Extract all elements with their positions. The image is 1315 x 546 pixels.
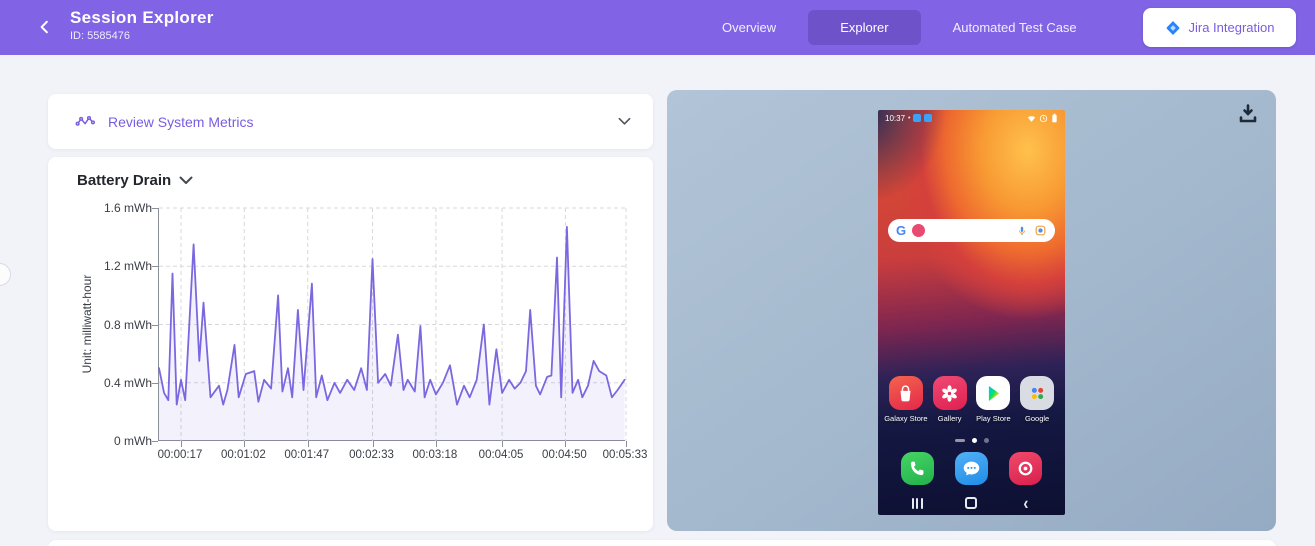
app-label: Gallery: [937, 414, 962, 423]
app-header: Session Explorer ID: 5585476 Overview Ex…: [0, 0, 1315, 55]
x-tick-mark: [307, 441, 309, 447]
page-dash-icon: [954, 439, 965, 442]
tab-automated-test-case[interactable]: Automated Test Case: [952, 20, 1077, 35]
jira-icon: [1166, 20, 1179, 35]
battery-chart-svg: [158, 207, 627, 441]
x-tick-label: 00:01:02: [220, 449, 266, 461]
next-section-card: [48, 540, 1276, 546]
x-tick-label: 00:03:18: [412, 449, 458, 461]
recents-button[interactable]: [905, 491, 929, 515]
dock-phone-icon[interactable]: [900, 452, 934, 485]
dock-row: [890, 452, 1053, 485]
battery-icon: [1052, 113, 1057, 123]
tab-overview[interactable]: Overview: [722, 20, 777, 35]
x-tick-label: 00:05:33: [602, 449, 648, 461]
status-notification-icon: •: [908, 114, 911, 122]
pulse-line-icon: [75, 115, 95, 126]
title-block: Session Explorer ID: 5585476: [70, 8, 214, 42]
galaxy-store-icon: [888, 376, 923, 410]
play-store-icon: [976, 376, 1011, 410]
message-notification-icon: [924, 114, 933, 122]
y-tick-label: 0.8 mWh: [103, 317, 152, 332]
x-tick-label: 00:01:47: [284, 449, 330, 461]
app-label: Google: [1025, 414, 1050, 423]
battery-drain-card: Battery Drain Unit: milliwatt-hour 0 mWh…: [48, 157, 653, 531]
x-tick-label: 00:02:33: [349, 449, 394, 461]
page-dot: [983, 438, 989, 443]
jira-integration-button[interactable]: Jira Integration: [1143, 8, 1296, 47]
app-gallery[interactable]: Gallery: [929, 376, 971, 423]
header-nav: Overview Explorer Automated Test Case: [690, 0, 1109, 55]
chevron-down-icon: [179, 176, 193, 184]
gallery-icon: [932, 376, 967, 410]
device-screen-panel: 10:37 • G Galaxy Store Gallery Play Store G…: [667, 90, 1276, 531]
alarm-icon: [1039, 114, 1048, 122]
y-tick-mark: [152, 324, 158, 326]
app-galaxy-store[interactable]: Galaxy Store: [884, 376, 928, 423]
download-icon: [1239, 104, 1257, 123]
y-tick-label: 0 mWh: [113, 434, 152, 448]
dock-camera-icon[interactable]: [1009, 452, 1043, 485]
jira-button-label: Jira Integration: [1188, 20, 1275, 35]
y-tick-mark: [152, 441, 158, 442]
page-dot-active: [971, 438, 977, 443]
plot-area: [152, 207, 627, 447]
app-play-store[interactable]: Play Store: [972, 376, 1014, 423]
session-id: ID: 5585476: [70, 30, 130, 42]
x-tick-label: 00:04:50: [542, 449, 587, 461]
chevron-left-icon: [40, 20, 48, 34]
wifi-icon: [1027, 115, 1036, 122]
x-tick-label: 00:04:05: [478, 449, 524, 461]
y-tick-label: 0.4 mWh: [103, 375, 152, 390]
tab-explorer[interactable]: Explorer: [808, 10, 921, 45]
back-nav-button[interactable]: ‹: [1023, 492, 1029, 514]
x-tick-mark: [565, 441, 567, 447]
google-search-bar[interactable]: G: [888, 219, 1055, 242]
home-page-indicator: [878, 438, 1065, 443]
y-tick-mark: [152, 208, 158, 209]
x-tick-mark: [626, 441, 627, 447]
phone-status-bar: 10:37 •: [878, 110, 1065, 126]
chevron-down-icon[interactable]: [618, 117, 631, 126]
x-tick-mark: [502, 441, 504, 447]
y-tick-mark: [152, 266, 158, 268]
app-label: Play Store: [976, 414, 1011, 423]
x-axis-labels: 00:00:17 00:01:02 00:01:47 00:02:33 00:03:18…: [157, 449, 648, 465]
google-folder-icon: [1020, 376, 1055, 410]
download-screenshot-button[interactable]: [1236, 102, 1260, 126]
home-app-row: Galaxy Store Gallery Play Store Google: [884, 376, 1059, 423]
message-notification-icon: [913, 114, 922, 122]
x-tick-mark: [180, 441, 182, 447]
back-button[interactable]: [32, 14, 58, 40]
y-tick-label: 1.6 mWh: [103, 201, 152, 215]
y-axis-labels: 0 mWh 0.4 mWh 0.8 mWh 1.2 mWh 1.6 mWh: [52, 201, 152, 448]
y-tick-label: 1.2 mWh: [103, 259, 152, 274]
x-tick-mark: [244, 441, 246, 447]
x-tick-label: 00:00:17: [157, 449, 203, 461]
dock-messages-icon[interactable]: [954, 452, 988, 485]
metric-selector[interactable]: Battery Drain: [77, 172, 193, 189]
lens-camera-icon[interactable]: [1034, 224, 1047, 237]
chart-title: Battery Drain: [77, 172, 172, 189]
phone-screen[interactable]: 10:37 • G Galaxy Store Gallery Play Store G…: [878, 110, 1065, 515]
y-tick-mark: [152, 382, 158, 384]
google-logo-icon: G: [896, 223, 907, 238]
app-google-folder[interactable]: Google: [1016, 376, 1058, 423]
phone-nav-bar: ‹: [890, 491, 1053, 515]
status-time: 10:37: [885, 113, 906, 123]
page-title: Session Explorer: [70, 8, 214, 27]
x-tick-mark: [372, 441, 374, 447]
app-label: Galaxy Store: [884, 414, 928, 423]
review-system-metrics-title: Review System Metrics: [108, 113, 254, 130]
side-drawer-handle[interactable]: [0, 263, 11, 286]
x-tick-mark: [435, 441, 437, 447]
record-indicator-dot: [912, 224, 926, 237]
mic-icon[interactable]: [1016, 224, 1028, 238]
home-button[interactable]: [959, 491, 983, 515]
review-system-metrics-header[interactable]: Review System Metrics: [48, 94, 653, 149]
